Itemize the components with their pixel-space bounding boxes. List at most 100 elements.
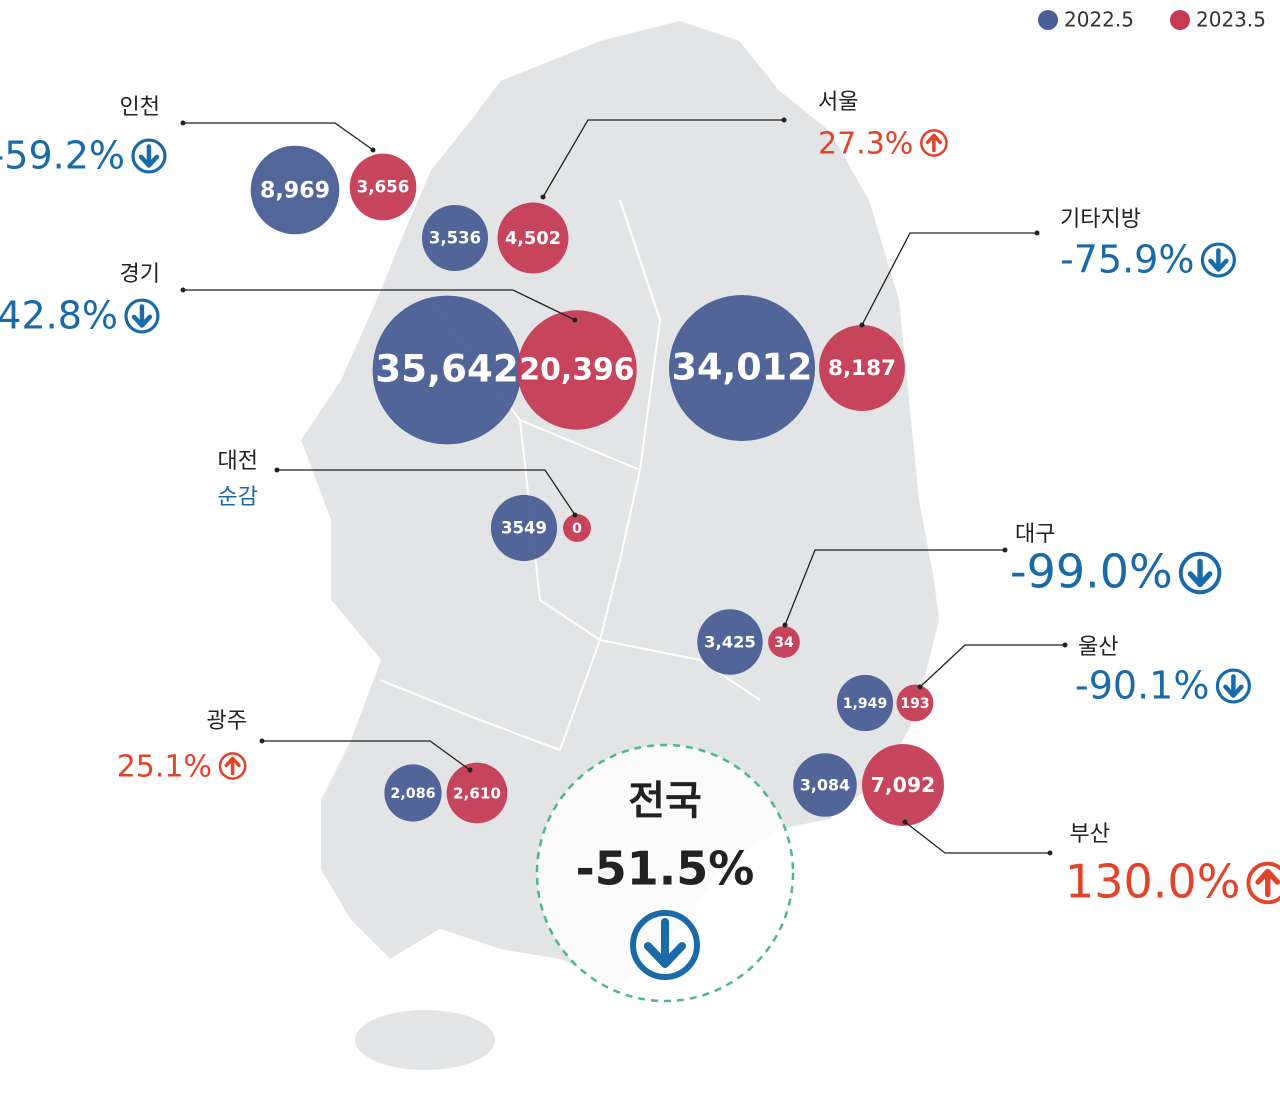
bubble-label: 2,086 [390, 786, 435, 802]
region: 2,086 2,610 광주 25.1% [117, 709, 508, 824]
bubble-label: 0 [572, 521, 582, 537]
bubble [384, 764, 442, 822]
leader-dot [1002, 547, 1008, 553]
leader-dot [917, 684, 923, 690]
icon-arrow [1187, 558, 1213, 588]
region-change: -99.0% [1010, 545, 1173, 599]
legend-label: 2022.5 [1064, 8, 1134, 32]
region-name: 광주 [207, 709, 247, 734]
region-name: 대구 [1015, 522, 1055, 547]
icon-ring [131, 138, 167, 174]
bubble [768, 626, 800, 658]
bubble [490, 494, 558, 562]
icon-ring [920, 129, 948, 157]
icon-ring [1246, 861, 1280, 905]
bubble-label: 3,656 [357, 178, 410, 197]
bubble-label: 3549 [501, 519, 547, 538]
province-borders [379, 199, 761, 752]
leader-dot [782, 622, 788, 628]
leader-line [277, 469, 576, 516]
bubble [862, 744, 944, 826]
icon-arrow [1255, 868, 1280, 898]
region-name: 서울 [818, 90, 858, 115]
legend-swatch [1038, 10, 1058, 30]
bubble-label: 3,536 [429, 229, 481, 248]
bubble [250, 145, 340, 235]
leader-dot [370, 147, 376, 153]
icon-ring [124, 298, 160, 334]
legend-swatch [1170, 10, 1190, 30]
leader-dot [572, 317, 578, 323]
bubble [697, 609, 763, 675]
down-icon [1200, 242, 1236, 278]
icon-ring [218, 752, 247, 780]
regions: 8,969 3,656 인천 -59.2% 3,536 4,502 서울 27.3% 35,64… [0, 90, 1280, 909]
bubble [819, 325, 905, 411]
leader-dot [902, 819, 908, 825]
bubble-label: 8,187 [828, 356, 896, 381]
down-icon [1178, 551, 1222, 595]
leader-line [183, 289, 576, 321]
region-change: -90.1% [1075, 664, 1209, 708]
region-change: 130.0% [1065, 855, 1240, 909]
region-change: -59.2% [0, 134, 125, 178]
region: 1,949 193 울산 -90.1% [836, 635, 1251, 732]
bubble-label: 193 [900, 696, 929, 712]
region-name: 경기 [120, 262, 160, 287]
down-icon [131, 138, 167, 174]
up-icon [1246, 861, 1280, 905]
region-name: 대전 [218, 449, 258, 474]
region-change: -75.9% [1060, 238, 1194, 282]
leader-line [861, 232, 1037, 326]
bubble-label: 1,949 [843, 696, 887, 712]
bubble-label: 8,969 [260, 178, 330, 204]
region-change: 27.3% [818, 127, 913, 162]
bubble [517, 310, 637, 430]
down-icon [1215, 668, 1251, 704]
down-icon [630, 910, 700, 980]
leader-line [542, 119, 784, 198]
national-change: -51.5% [576, 842, 755, 896]
icon-arrow [1208, 248, 1229, 272]
bubble-label: 34,012 [672, 346, 813, 389]
region: 3,425 34 대구-99.0% [697, 522, 1222, 675]
leader-dot [180, 287, 186, 293]
region: 8,969 3,656 인천 -59.2% [0, 95, 417, 235]
leader-dot [274, 467, 280, 473]
bubble-label: 2,610 [453, 785, 501, 803]
leader-dot [572, 512, 578, 518]
bubble [349, 153, 417, 221]
icon-ring [1178, 551, 1222, 595]
bubble-label: 7,092 [871, 773, 936, 797]
bubble-label: 34 [774, 635, 794, 651]
region: 3,536 4,502 서울 27.3% [421, 90, 948, 274]
leader-dot [859, 322, 865, 328]
bubble [793, 753, 857, 817]
bubble [563, 514, 591, 542]
bubble [497, 202, 569, 274]
region-name: 기타지방 [1060, 207, 1141, 232]
leader-line [784, 549, 1005, 626]
region-name: 부산 [1070, 822, 1110, 847]
bubble-label: 35,642 [375, 347, 519, 391]
bubble [372, 295, 522, 445]
icon-ring [1200, 242, 1236, 278]
icon-arrow [138, 144, 160, 168]
national-circle [535, 743, 795, 1003]
leader-dot [180, 120, 186, 126]
leader-dot [259, 738, 265, 744]
bubble-label: 4,502 [505, 229, 561, 249]
icon-arrow [131, 304, 153, 328]
region: 3,084 7,092 부산 130.0% [793, 744, 1280, 909]
legend: 2022.5 2023.5 [1038, 8, 1266, 32]
leader-dot [1047, 850, 1053, 856]
region-change: 25.1% [117, 750, 212, 785]
bubble [446, 762, 508, 824]
leader-line [904, 821, 1050, 854]
leader-line [262, 740, 471, 771]
leader-dot [781, 117, 787, 123]
